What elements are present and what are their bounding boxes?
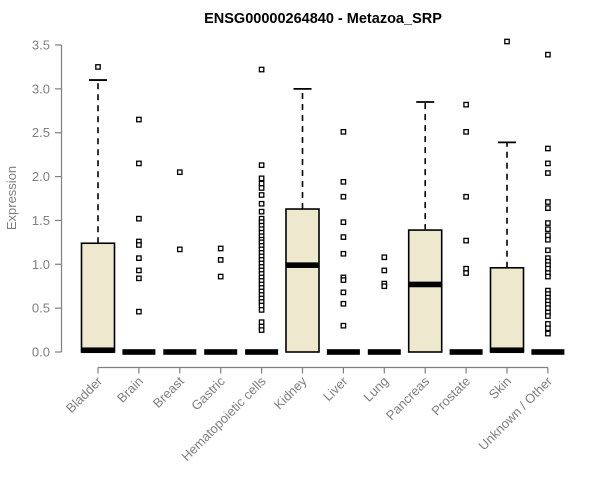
x-tick-label: Bladder [63,373,106,416]
x-tick-label: Breast [150,373,187,410]
box-rect [285,208,320,353]
box-rect [407,229,443,353]
outlier-point [545,51,551,58]
box-rect [80,242,116,353]
x-tick-label: Pancreas [383,373,433,423]
outlier-point [258,307,265,313]
outlier-point [136,116,142,123]
outlier-point [258,208,265,215]
outlier-point [381,254,388,261]
outlier-point [340,289,347,296]
x-tick-label: Gastric [188,373,228,413]
outlier-point [258,192,265,198]
outlier-point [258,200,265,207]
x-tick-label: Liver [320,373,351,404]
y-tick-label: 1.5 [32,213,50,228]
median-line [531,349,565,355]
outlier-point [258,327,265,333]
outlier-point [381,283,388,290]
outlier-point [136,160,142,167]
outlier-point [340,178,347,185]
outlier-point [545,145,551,152]
median-line [326,349,360,355]
outlier-point [463,270,469,276]
plot-layer: 0.0 0.5 1.0 1.5 2.0 2.5 3.0 3.5 Bladder Brain Brea… [32,38,565,464]
median-line [245,349,279,355]
outlier-point [340,219,347,226]
outlier-point [545,226,551,233]
outlier-point [463,128,469,135]
outlier-point [463,193,469,200]
outlier-point [136,267,142,274]
outlier-point [136,215,142,222]
median-line [286,262,319,268]
outlier-point [504,38,510,45]
outlier-point [340,193,347,200]
outlier-point [545,247,551,254]
outlier-point [463,237,469,244]
outlier-point [340,277,347,283]
outlier-point [176,169,183,176]
median-line [81,347,115,354]
y-axis-title: Expression [4,166,19,230]
median-line [122,349,156,355]
median-line [367,349,401,355]
y-tick-label: 2.5 [32,125,50,140]
outlier-point [258,66,265,73]
outlier-point [136,275,142,282]
x-tick-label: Kidney [271,373,310,412]
median-line [490,347,524,354]
y-tick-label: 3.0 [32,81,50,96]
outlier-point [545,160,551,167]
y-tick-label: 0.0 [32,345,50,360]
y-tick-label: 0.5 [32,301,50,316]
outlier-point [340,128,347,135]
outlier-point [340,322,347,329]
median-line [408,281,442,288]
outlier-point [136,308,142,315]
outlier-point [340,250,347,257]
median-line [204,349,238,355]
outlier-point [545,199,551,205]
outlier-point [258,175,265,182]
y-tick-label: 3.5 [32,38,50,53]
outlier-point [545,205,551,211]
y-tick-label: 1.0 [32,257,50,272]
y-tick-label: 2.0 [32,169,50,184]
x-tick-label: Lung [360,374,391,405]
outlier-point [545,220,551,226]
outlier-point [258,185,265,191]
outlier-point [258,162,265,169]
outlier-point [136,242,142,248]
median-line [449,349,483,355]
x-tick-label: Skin [486,374,514,402]
outlier-point [545,273,551,280]
outlier-point [545,313,551,319]
median-line [163,349,197,355]
outlier-point [217,245,224,252]
outlier-point [545,170,551,176]
x-tick-label: Prostate [428,374,473,419]
outlier-point [176,246,183,253]
chart-title: ENSG00000264840 - Metazoa_SRP [204,11,442,27]
outlier-point [136,255,142,261]
outlier-point [95,64,101,70]
outlier-point [381,267,388,274]
outlier-point [545,330,551,337]
outlier-point [545,236,551,243]
outlier-point [545,325,551,332]
outlier-point [217,273,224,280]
x-tick-label: Brain [114,374,146,406]
outlier-point [340,234,347,240]
outlier-point [340,300,347,307]
outlier-point [463,101,469,108]
outlier-point [217,257,224,263]
box-rect [489,266,525,353]
x-tick-label: Unknown / Other [475,373,555,453]
